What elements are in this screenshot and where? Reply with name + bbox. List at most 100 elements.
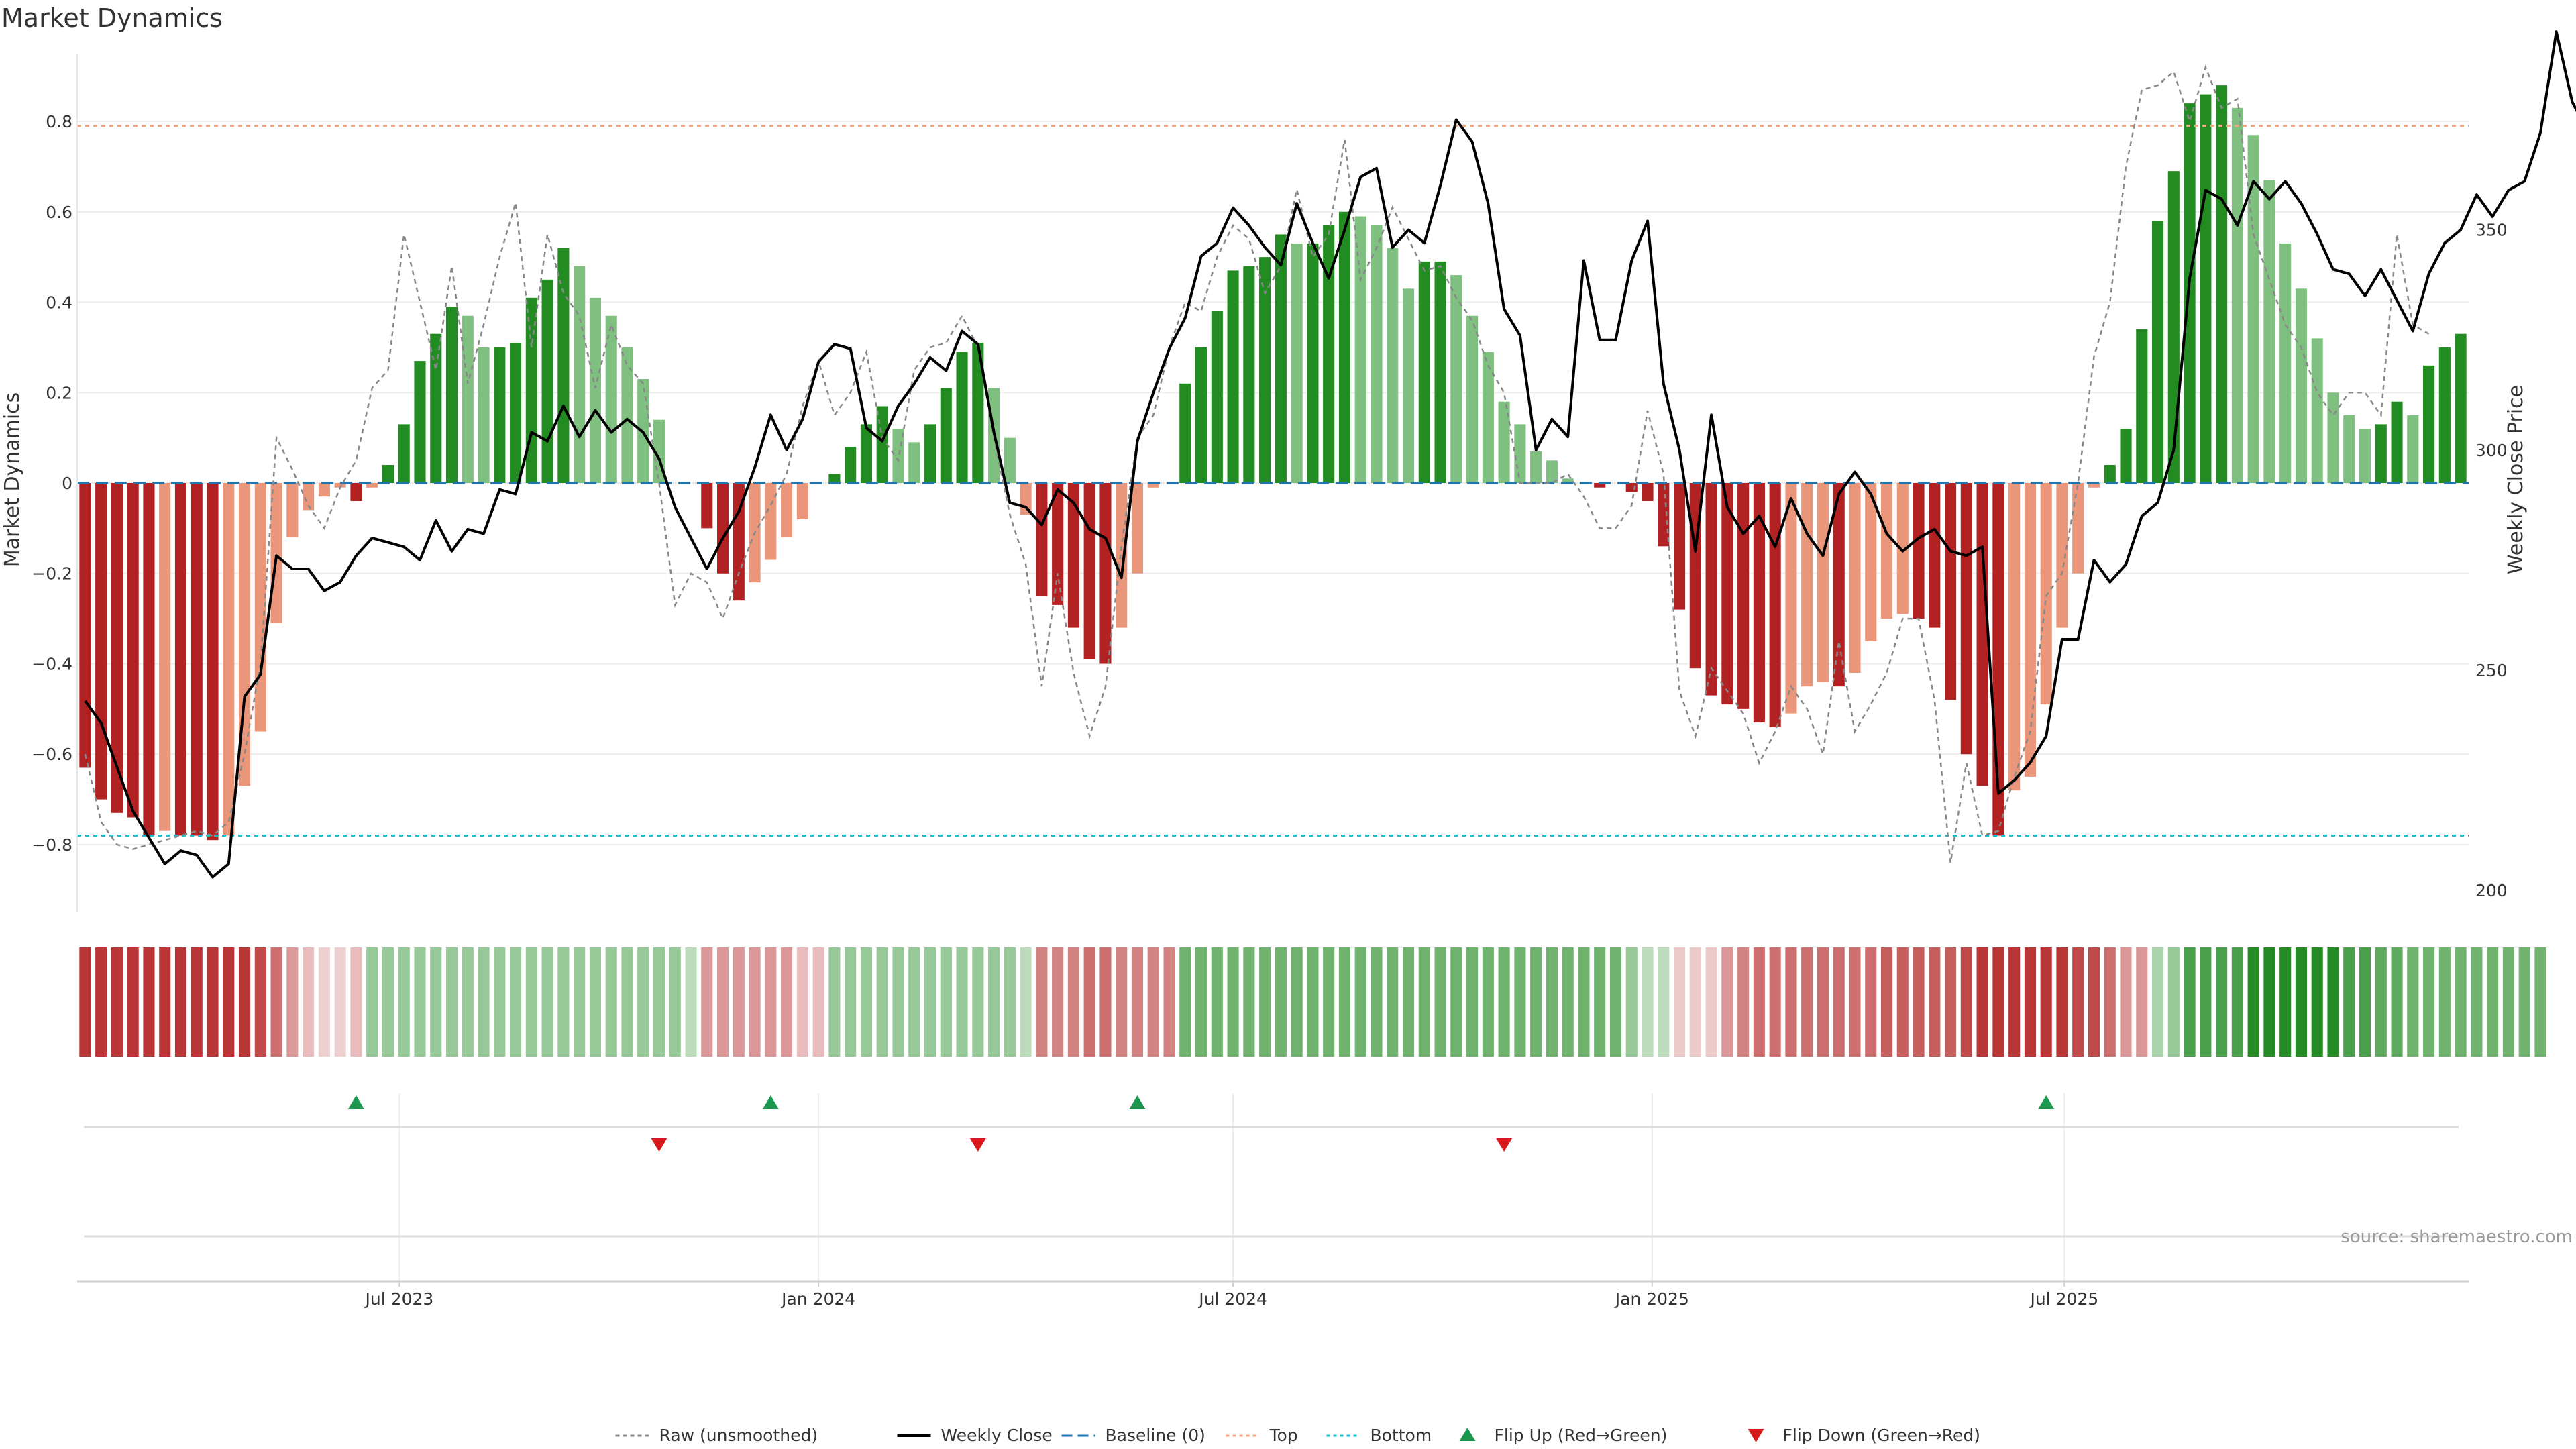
momentum-bar [79,483,91,768]
momentum-bar [1227,270,1239,483]
momentum-bar [1131,483,1144,574]
momentum-bar [1673,483,1686,610]
momentum-bar [1323,225,1335,483]
momentum-bar [1116,483,1128,628]
heatmap-cell [1849,947,1861,1057]
heatmap-cell [1546,947,1558,1057]
heatmap-cell [2120,947,2132,1057]
momentum-bar [1880,483,1893,619]
heatmap-cell [1004,947,1016,1057]
heatmap-cell [1450,947,1462,1057]
momentum-bar [1929,483,1941,628]
legend-swatch-flip-down [1748,1429,1764,1442]
heatmap-cell [541,947,553,1057]
momentum-bar [1338,211,1351,483]
y-tick-label-left: 0.4 [46,293,72,313]
momentum-bar [494,347,506,483]
heatmap-cell [238,947,251,1057]
momentum-bar [1658,483,1670,547]
momentum-bar [733,483,745,601]
heatmap-cell [1291,947,1303,1057]
momentum-bar [143,483,155,836]
heatmap-cell [733,947,745,1057]
momentum-bar [541,279,553,483]
momentum-bar [1259,257,1271,483]
momentum-bar [318,483,330,497]
heatmap-cell [207,947,219,1057]
momentum-bar [765,483,777,560]
heatmap-cell [398,947,410,1057]
heatmap-cell [1945,947,1957,1057]
legend: Raw (unsmoothed) Weekly Close Baseline (0)… [615,1426,1980,1445]
momentum-bar [2438,347,2451,483]
heatmap-cell [2502,947,2514,1057]
momentum-bar [956,352,968,483]
momentum-bar [828,474,841,483]
y-tick-label-left: −0.6 [32,745,72,764]
momentum-bar [1896,483,1909,614]
momentum-bar [1769,483,1781,727]
heatmap-cell [2200,947,2212,1057]
momentum-bar [2200,94,2212,483]
y-tick-label-left: 0.6 [46,203,72,222]
heatmap-cell [2327,947,2339,1057]
heatmap-cell [1594,947,1606,1057]
momentum-bar [924,424,936,483]
momentum-bar [1275,234,1287,483]
momentum-bar [1833,483,1845,687]
legend-item-raw: Raw (unsmoothed) [615,1426,818,1445]
heatmap-cell [1131,947,1144,1057]
y-axis-label-right: Weekly Close Price [2504,385,2528,574]
momentum-bar [1913,483,1925,619]
momentum-bar [398,424,410,483]
heatmap-cell [1960,947,1972,1057]
heatmap-cell [2487,947,2499,1057]
momentum-bar [1067,483,1079,628]
heatmap-cell [1642,947,1654,1057]
legend-item-baseline: Baseline (0) [1061,1426,1205,1445]
heatmap-cell [1323,947,1335,1057]
momentum-bar [1785,483,1797,714]
heatmap-cell [1227,947,1239,1057]
y-tick-label-right: 200 [2475,881,2508,900]
heatmap-cell [2263,947,2275,1057]
y-tick-label-right: 350 [2475,221,2508,240]
momentum-bar [462,315,474,483]
momentum-bar [286,483,299,537]
momentum-bar [1450,275,1462,483]
momentum-bar [1466,315,1479,483]
y-tick-label-left: 0.8 [46,112,72,131]
x-tick-label: Jan 2025 [1614,1289,1689,1309]
heatmap-cell [924,947,936,1057]
heatmap-cell [1482,947,1494,1057]
momentum-bar [303,483,315,511]
momentum-bar [2040,483,2052,705]
legend-label: Baseline (0) [1106,1426,1205,1445]
heatmap-strip [79,947,2546,1057]
heatmap-cell [2438,947,2451,1057]
momentum-bar [2455,333,2467,483]
legend-item-top: Top [1226,1426,1298,1445]
y-tick-label-left: 0.2 [46,383,72,402]
momentum-bar [2104,465,2116,483]
momentum-bar [2295,288,2308,483]
heatmap-cell [1880,947,1893,1057]
momentum-bar [525,297,537,483]
momentum-bar [2279,243,2292,483]
heatmap-cell [2088,947,2100,1057]
heatmap-cell [350,947,362,1057]
heatmap-cell [1020,947,1032,1057]
momentum-bar [1849,483,1861,673]
momentum-bar [2072,483,2084,574]
momentum-bar [2231,107,2243,483]
momentum-bar [845,447,857,483]
heatmap-cell [1163,947,1175,1057]
heatmap-cell [1673,947,1686,1057]
momentum-bar [1514,424,1526,483]
heatmap-cell [1099,947,1112,1057]
legend-label: Bottom [1371,1426,1432,1445]
legend-label: Weekly Close [941,1426,1053,1445]
heatmap-cell [1083,947,1095,1057]
momentum-bar [238,483,251,786]
heatmap-cell [525,947,537,1057]
